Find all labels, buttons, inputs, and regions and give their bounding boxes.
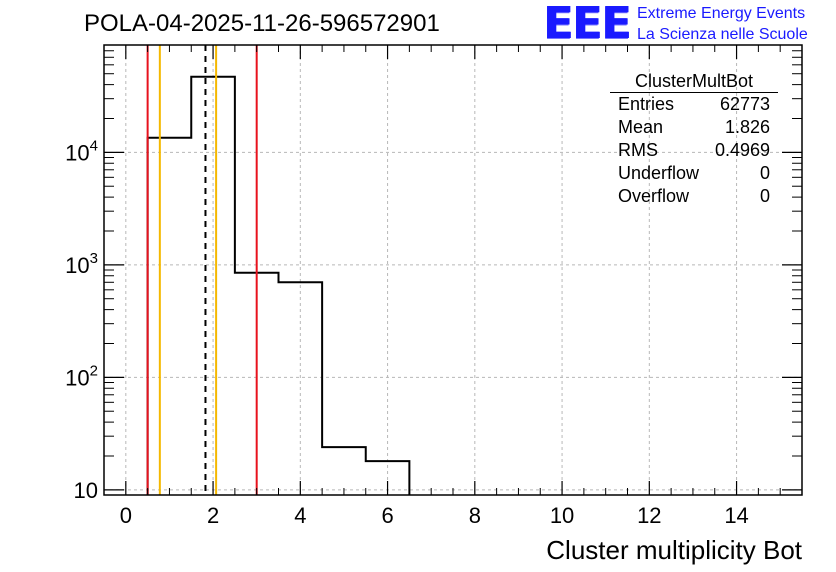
stats-value: 0.4969	[714, 140, 770, 160]
stats-label: RMS	[618, 140, 658, 160]
x-tick-label: 12	[637, 503, 661, 528]
stats-label: Underflow	[618, 163, 700, 183]
stats-row-underflow: Underflow 0	[610, 162, 778, 185]
ticks-layer: 0 2 4 6 8 10 12 14 10 102 103 104	[65, 44, 803, 528]
stats-label: Entries	[618, 94, 675, 114]
histogram-bin	[279, 282, 323, 495]
logo-line-1: Extreme Energy Events	[637, 5, 806, 22]
stats-label: Mean	[618, 117, 664, 137]
stats-row-mean: Mean 1.826	[610, 116, 778, 139]
stats-value: 0	[759, 163, 770, 183]
chart-title: POLA-04-2025-11-26-596572901	[84, 10, 440, 37]
stats-row-entries: Entries 62773	[610, 93, 778, 116]
x-tick-label: 2	[207, 503, 219, 528]
histogram-outline	[146, 75, 411, 495]
stats-value: 0	[759, 186, 770, 206]
x-tick-label: 10	[550, 503, 574, 528]
stats-row-overflow: Overflow 0	[610, 185, 778, 208]
histogram-bin	[191, 77, 235, 495]
y-tick-label: 104	[65, 137, 98, 165]
stats-title: ClusterMultBot	[610, 70, 778, 93]
y-tick-label: 103	[65, 250, 98, 278]
y-tick-label: 102	[65, 362, 98, 390]
stats-rows: Entries 62773 Mean 1.826 RMS 0.4969 Underflow 0…	[610, 93, 778, 208]
marker-lines-layer	[146, 45, 258, 495]
x-tick-label: 8	[469, 503, 481, 528]
eee-logo-mark: EEE	[543, 0, 631, 49]
x-tick-label: 6	[381, 503, 393, 528]
stats-row-rms: RMS 0.4969	[610, 139, 778, 162]
histogram-bin	[148, 138, 192, 495]
x-axis-label: Cluster multiplicity Bot	[546, 535, 803, 565]
stats-box: ClusterMultBot Entries 62773 Mean 1.826 RMS 0…	[610, 70, 778, 208]
x-tick-label: 4	[294, 503, 306, 528]
stats-label: Overflow	[618, 186, 690, 206]
x-tick-label: 0	[120, 503, 132, 528]
stats-value: 1.826	[724, 117, 770, 137]
histogram-layer	[146, 75, 411, 495]
logo-line-2: La Scienza nelle Scuole	[637, 26, 808, 43]
x-tick-label: 14	[724, 503, 748, 528]
histogram-bin	[322, 447, 366, 495]
y-tick-label: 10	[74, 478, 98, 503]
stats-value: 62773	[719, 94, 770, 114]
